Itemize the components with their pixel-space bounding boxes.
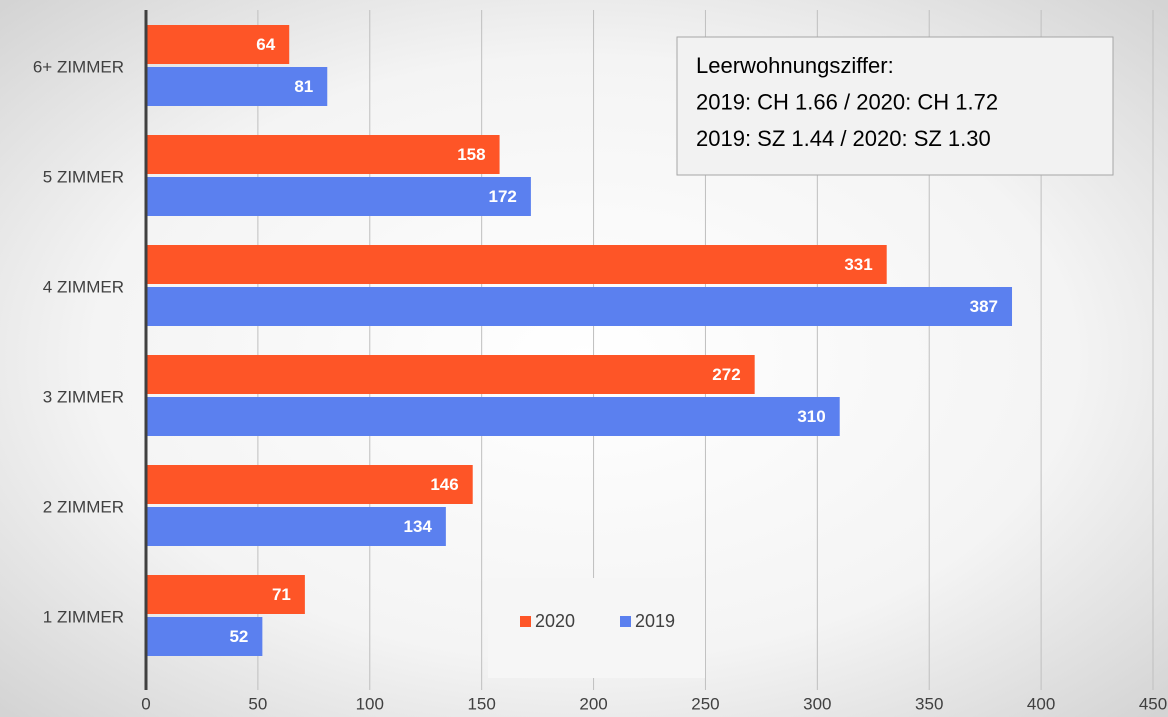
x-tick-label: 300 — [803, 694, 831, 713]
bar — [146, 177, 531, 216]
y-tick-label: 3 ZIMMER — [43, 387, 124, 406]
y-tick-label: 2 ZIMMER — [43, 497, 124, 516]
x-tick-label: 200 — [579, 694, 607, 713]
value-label: 310 — [797, 407, 825, 426]
x-tick-label: 250 — [691, 694, 719, 713]
value-label: 71 — [272, 585, 291, 604]
bar — [146, 507, 446, 546]
value-label: 81 — [294, 77, 313, 96]
value-label: 331 — [844, 255, 872, 274]
annotation: Leerwohnungsziffer: — [696, 53, 894, 78]
legend-label: 2020 — [535, 611, 575, 631]
value-label: 146 — [430, 475, 458, 494]
y-tick-label: 6+ ZIMMER — [33, 57, 124, 76]
annotation: 2019: CH 1.66 / 2020: CH 1.72 — [696, 89, 998, 114]
x-tick-label: 50 — [248, 694, 267, 713]
legend-swatch — [620, 616, 631, 627]
bar — [146, 465, 473, 504]
bar — [146, 67, 328, 106]
x-tick-label: 400 — [1027, 694, 1055, 713]
value-label: 52 — [229, 627, 248, 646]
legend-swatch — [520, 616, 531, 627]
x-tick-label: 100 — [356, 694, 384, 713]
y-tick-label: 4 ZIMMER — [43, 277, 124, 296]
annotation-box — [676, 36, 1114, 176]
value-label: 387 — [970, 297, 998, 316]
x-tick-label: 0 — [141, 694, 150, 713]
bar — [146, 575, 305, 614]
legend-label: 2019 — [635, 611, 675, 631]
value-label: 64 — [256, 35, 275, 54]
bar — [146, 397, 840, 436]
y-tick-label: 1 ZIMMER — [43, 607, 124, 626]
bar — [146, 25, 290, 64]
value-label: 158 — [457, 145, 485, 164]
bar — [146, 617, 263, 656]
y-tick-label: 5 ZIMMER — [43, 167, 124, 186]
value-label: 272 — [712, 365, 740, 384]
legend-box — [488, 578, 705, 678]
bar — [146, 287, 1013, 326]
x-tick-label: 450 — [1139, 694, 1167, 713]
value-label: 172 — [489, 187, 517, 206]
value-label: 134 — [403, 517, 432, 536]
x-tick-label: 350 — [915, 694, 943, 713]
bar — [146, 245, 887, 284]
bar — [146, 135, 500, 174]
x-tick-label: 150 — [467, 694, 495, 713]
bar — [146, 355, 755, 394]
annotation: 2019: SZ 1.44 / 2020: SZ 1.30 — [696, 126, 991, 151]
